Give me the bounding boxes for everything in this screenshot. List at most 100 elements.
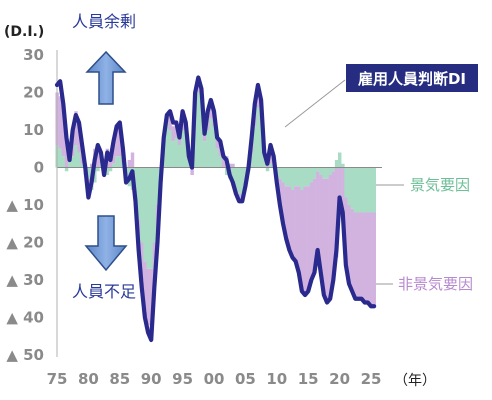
business-factor-bar bbox=[105, 167, 110, 175]
non-business-factor-bar bbox=[108, 160, 113, 168]
business-factor-bar bbox=[234, 167, 238, 190]
business-factor-bar bbox=[86, 167, 91, 179]
employment-di-line bbox=[54, 75, 377, 343]
business-factor-bar bbox=[262, 156, 267, 168]
business-factor-bar bbox=[300, 167, 304, 190]
business-factor-bar bbox=[115, 156, 119, 168]
x-tick-label: 95 bbox=[172, 370, 193, 388]
business-factor-bar bbox=[237, 167, 241, 194]
business-factor-bar bbox=[359, 167, 364, 213]
non-business-factor-bar bbox=[369, 212, 373, 307]
business-factor-bar bbox=[268, 163, 273, 168]
business-factor-bar bbox=[67, 160, 72, 168]
non-business-factor-bar bbox=[290, 190, 295, 258]
legend-leader-line-di bbox=[284, 79, 346, 128]
non-business-factor-bar bbox=[356, 212, 361, 299]
business-factor-bar bbox=[174, 137, 179, 168]
y-tick-label: ▲ 30 bbox=[6, 271, 44, 289]
x-tick-label: 90 bbox=[141, 370, 162, 388]
non-business-factor-bar bbox=[74, 111, 78, 145]
non-business-factor-bar bbox=[115, 126, 119, 157]
non-business-factor-bar bbox=[96, 145, 100, 168]
business-factor-bar bbox=[165, 122, 169, 168]
legend-box-di bbox=[346, 64, 478, 92]
non-business-factor-bar bbox=[140, 242, 144, 280]
business-factor-bar bbox=[250, 152, 254, 168]
axes-layer bbox=[56, 50, 382, 357]
non-business-factor-bar bbox=[190, 167, 194, 175]
non-business-factor-bar bbox=[353, 212, 358, 299]
business-factor-bar bbox=[303, 167, 307, 187]
business-factor-bar bbox=[111, 163, 116, 168]
business-factor-bar bbox=[118, 156, 122, 168]
non-business-factor-bar bbox=[347, 205, 351, 284]
non-business-factor-bar bbox=[215, 137, 219, 149]
business-factor-bar bbox=[199, 100, 204, 168]
business-factor-bar bbox=[71, 156, 75, 168]
x-tick-label: 00 bbox=[204, 370, 225, 388]
business-factor-bar bbox=[259, 118, 263, 168]
business-factor-bar bbox=[322, 167, 326, 179]
non-business-factor-bar bbox=[303, 186, 307, 295]
non-business-factor-bar bbox=[130, 152, 135, 168]
line-layer bbox=[54, 75, 377, 343]
business-factor-bar bbox=[168, 130, 172, 168]
x-axis-unit-label: （年） bbox=[394, 373, 436, 389]
business-factor-bar bbox=[369, 167, 373, 213]
business-factor-bar bbox=[297, 167, 301, 187]
non-business-factor-bar bbox=[89, 163, 94, 168]
business-factor-bar bbox=[212, 126, 216, 168]
y-tick-label: 10 bbox=[23, 121, 44, 139]
business-factor-bar bbox=[309, 167, 314, 183]
business-factor-bar bbox=[149, 167, 154, 269]
non-business-factor-bar bbox=[127, 160, 132, 168]
x-tick-label: 85 bbox=[109, 370, 130, 388]
business-factor-bar bbox=[287, 167, 292, 187]
non-business-factor-bar bbox=[149, 268, 154, 329]
business-factor-bar bbox=[319, 167, 323, 175]
business-factor-bar bbox=[344, 167, 348, 198]
non-business-factor-bar bbox=[341, 167, 345, 217]
business-factor-bar bbox=[218, 156, 223, 168]
y-tick-label: ▲ 40 bbox=[6, 309, 44, 327]
business-factor-bar bbox=[284, 167, 289, 187]
business-factor-bar bbox=[196, 92, 201, 168]
non-business-factor-bar bbox=[177, 137, 182, 145]
non-business-factor-bar bbox=[300, 190, 304, 292]
non-business-factor-bar bbox=[297, 186, 301, 273]
x-tick-label: 75 bbox=[47, 370, 68, 388]
business-factor-bar bbox=[290, 167, 295, 190]
y-tick-label: 0 bbox=[34, 159, 44, 177]
business-factor-bar bbox=[152, 167, 157, 243]
business-factor-bar bbox=[316, 167, 320, 172]
non-business-factor-bar bbox=[284, 186, 289, 239]
x-tick-label: 25 bbox=[361, 370, 382, 388]
business-factor-bar bbox=[338, 152, 342, 168]
surplus-label: 人員余剰 bbox=[72, 12, 136, 31]
business-factor-bar bbox=[80, 163, 84, 168]
non-business-factor-bar bbox=[338, 167, 342, 213]
business-factor-bar bbox=[341, 163, 345, 168]
business-factor-bar bbox=[64, 167, 69, 172]
surplus-arrow-icon bbox=[85, 50, 127, 105]
business-factor-bar bbox=[350, 167, 355, 209]
non-business-factor-bar bbox=[61, 111, 66, 157]
business-factor-bar bbox=[253, 126, 257, 168]
non-business-factor-bar bbox=[359, 212, 364, 299]
business-factor-bar bbox=[215, 148, 219, 168]
business-factor-bar bbox=[331, 167, 336, 172]
non-business-factor-bar bbox=[344, 197, 348, 265]
non-business-factor-bar bbox=[350, 208, 355, 292]
x-tick-label: 10 bbox=[266, 370, 287, 388]
business-factor-bar bbox=[137, 167, 141, 220]
non-business-factor-bar bbox=[363, 212, 367, 303]
non-business-factor-bar bbox=[328, 175, 333, 299]
non-business-factor-bar bbox=[281, 182, 285, 224]
business-factor-bar bbox=[74, 145, 78, 168]
business-factor-bar bbox=[294, 167, 298, 187]
non-business-factor-bar bbox=[146, 268, 150, 325]
non-business-factor-bar bbox=[58, 96, 63, 149]
non-business-factor-bar bbox=[319, 175, 323, 273]
